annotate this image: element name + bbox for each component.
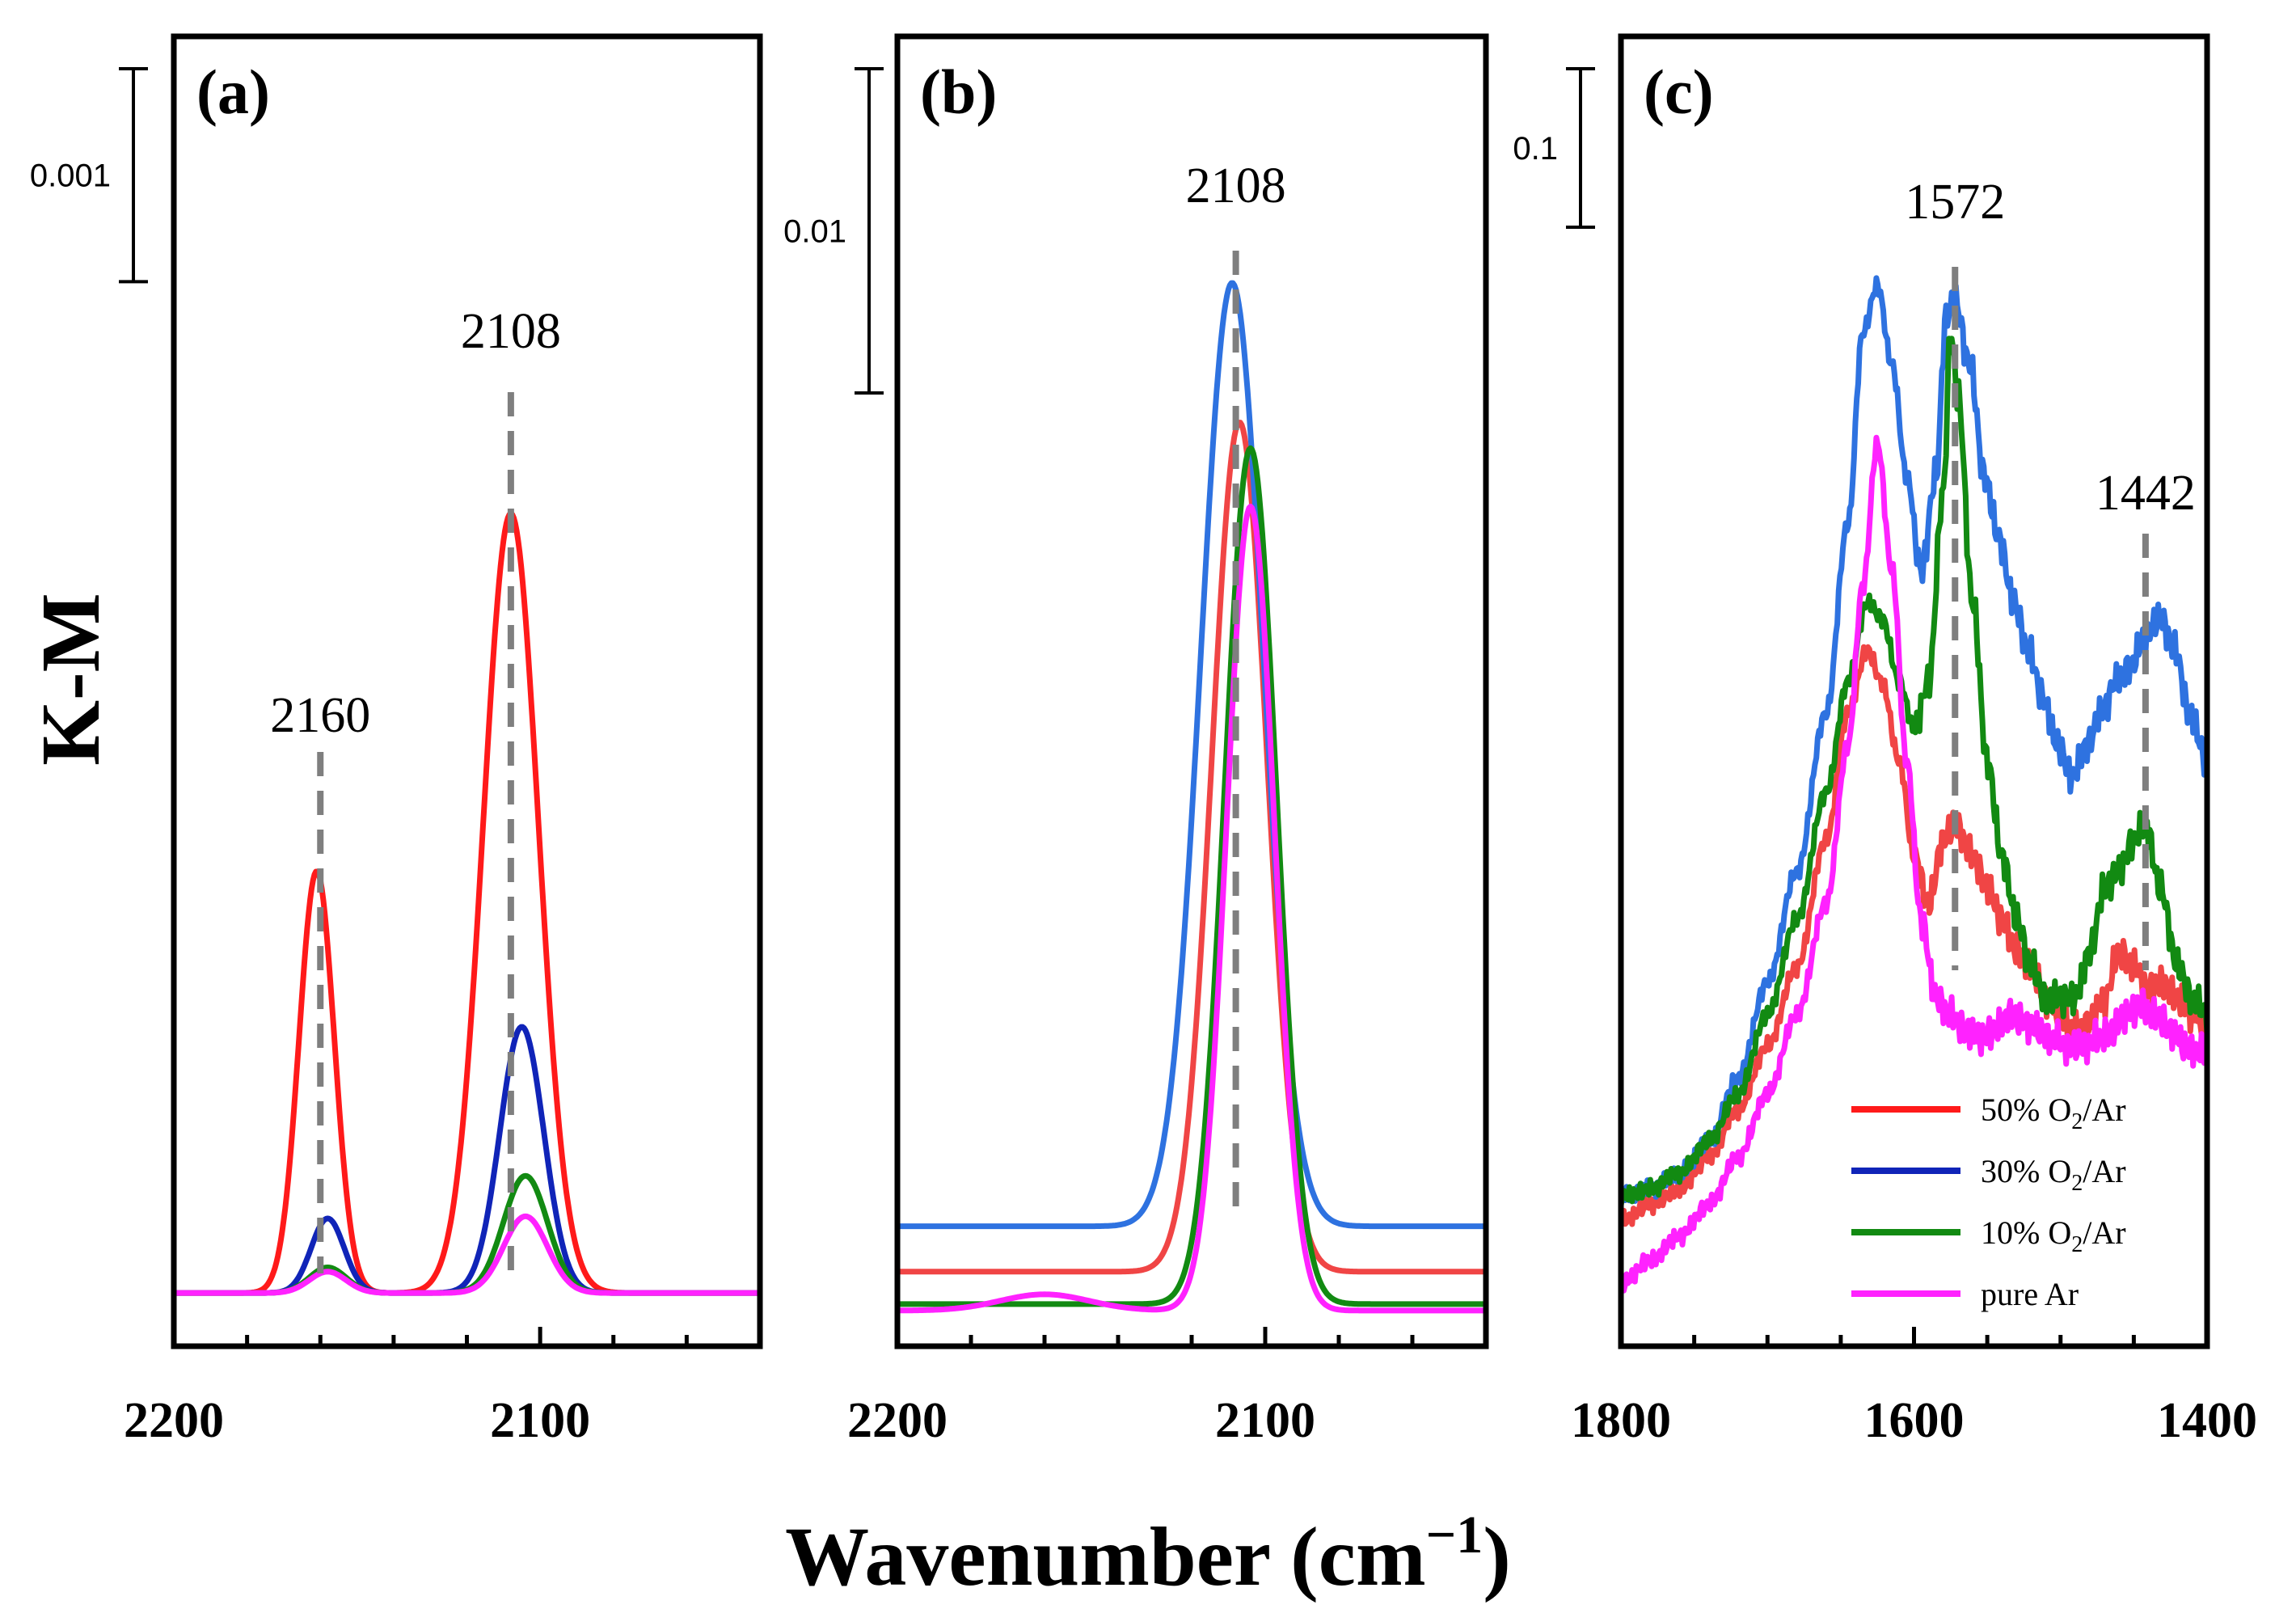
legend-label-sub: 2 xyxy=(2071,1109,2083,1134)
panel-c: 1572 1442 (c) 1800 1600 1400 0.1 xyxy=(1513,33,2257,1448)
legend-label: 50% O2/Ar xyxy=(1981,1092,2126,1134)
x-tick-label: 1400 xyxy=(2157,1393,2257,1448)
scale-bar-label: 0.001 xyxy=(30,158,111,194)
x-tick-label: 2100 xyxy=(1215,1393,1315,1448)
legend-label-main: 10% O xyxy=(1981,1214,2071,1251)
panels-group: 2160 2108 (a) 2200 2100 0.001 2108 (b) 2200 2100 0… xyxy=(30,33,2257,1448)
series-line xyxy=(1621,434,2207,1294)
legend-label: 30% O2/Ar xyxy=(1981,1153,2126,1196)
scale-bar: 0.1 xyxy=(1513,67,1595,230)
legend-label-sub: 2 xyxy=(2071,1232,2083,1257)
scale-bar: 0.001 xyxy=(30,67,148,284)
y-axis-title: K-M xyxy=(24,593,117,766)
x-axis-title-close: ) xyxy=(1483,1510,1511,1603)
panel-label: (c) xyxy=(1644,57,1714,127)
peak-label: 2108 xyxy=(461,304,561,359)
peak-label: 1442 xyxy=(2096,466,2196,521)
series-line xyxy=(174,1172,760,1296)
legend-label: pure Ar xyxy=(1981,1276,2079,1312)
panel-a: 2160 2108 (a) 2200 2100 0.001 xyxy=(30,33,763,1448)
x-tick-label: 2100 xyxy=(490,1393,590,1448)
legend-label-end: /Ar xyxy=(2083,1153,2125,1189)
peak-label: 2160 xyxy=(270,688,370,743)
legend-label: 10% O2/Ar xyxy=(1981,1214,2126,1257)
legend-label-main: 50% O xyxy=(1981,1092,2071,1128)
panel-frame xyxy=(894,33,1489,1349)
legend-label-end: /Ar xyxy=(2083,1092,2125,1128)
series-line xyxy=(897,503,1486,1314)
scale-bar-label: 0.01 xyxy=(783,213,846,249)
panel-b: 2108 (b) 2200 2100 0.01 xyxy=(783,33,1489,1448)
legend-label-sub: 2 xyxy=(2071,1171,2083,1196)
x-axis-title-main: Wavenumber (cm xyxy=(785,1510,1425,1603)
scale-bar: 0.01 xyxy=(783,67,884,395)
legend-label-main: 30% O xyxy=(1981,1153,2071,1189)
series-line xyxy=(174,510,760,1296)
series-line xyxy=(174,1213,760,1296)
legend-label-main: pure Ar xyxy=(1981,1276,2079,1312)
peak-label: 2108 xyxy=(1186,158,1286,213)
x-axis-title: Wavenumber (cm−1) xyxy=(785,1506,1511,1603)
series-line xyxy=(897,445,1486,1307)
panel-frame xyxy=(171,33,763,1349)
x-tick-label: 1800 xyxy=(1571,1393,1671,1448)
x-tick-label: 2200 xyxy=(124,1393,224,1448)
x-tick-label: 2200 xyxy=(847,1393,948,1448)
x-axis-title-sup: −1 xyxy=(1426,1506,1484,1565)
series-line xyxy=(897,280,1486,1230)
series-group xyxy=(1621,275,2207,1294)
panel-label: (b) xyxy=(920,57,997,127)
panel-label: (a) xyxy=(196,57,270,127)
legend-label-end: /Ar xyxy=(2083,1214,2125,1251)
series-line xyxy=(1621,275,2207,1204)
series-group xyxy=(174,510,760,1296)
peak-label: 1572 xyxy=(1905,175,2005,230)
scale-bar-label: 0.1 xyxy=(1513,131,1558,167)
x-tick-label: 1600 xyxy=(1864,1393,1965,1448)
series-line xyxy=(1621,336,2207,1206)
series-group xyxy=(897,280,1486,1314)
series-line xyxy=(897,420,1486,1275)
